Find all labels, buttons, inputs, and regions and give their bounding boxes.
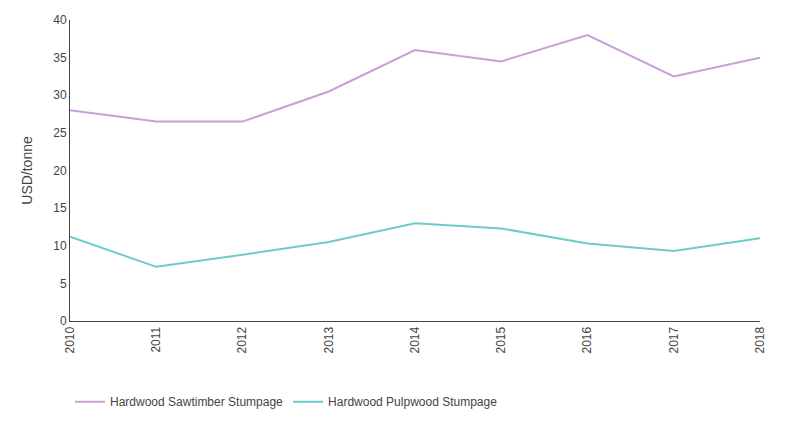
svg-text:2015: 2015 — [494, 326, 508, 353]
svg-text:2011: 2011 — [149, 326, 163, 352]
svg-text:Hardwood Sawtimber Stumpage: Hardwood Sawtimber Stumpage — [110, 395, 283, 409]
svg-text:40: 40 — [53, 13, 67, 27]
svg-text:2016: 2016 — [580, 326, 594, 353]
svg-text:5: 5 — [60, 277, 67, 291]
svg-text:15: 15 — [53, 201, 67, 215]
svg-text:2017: 2017 — [667, 326, 681, 353]
svg-text:2012: 2012 — [235, 326, 249, 353]
svg-text:2013: 2013 — [322, 326, 336, 353]
svg-text:35: 35 — [53, 51, 67, 65]
svg-text:0: 0 — [60, 314, 67, 328]
svg-text:Hardwood Pulpwood Stumpage: Hardwood Pulpwood Stumpage — [328, 395, 497, 409]
svg-text:30: 30 — [53, 88, 67, 102]
svg-text:2014: 2014 — [408, 326, 422, 353]
svg-text:10: 10 — [53, 239, 67, 253]
svg-text:2010: 2010 — [63, 326, 77, 353]
svg-text:20: 20 — [53, 164, 67, 178]
svg-text:USD/tonne: USD/tonne — [19, 136, 35, 205]
svg-text:2018: 2018 — [753, 326, 767, 353]
svg-text:25: 25 — [53, 126, 67, 140]
